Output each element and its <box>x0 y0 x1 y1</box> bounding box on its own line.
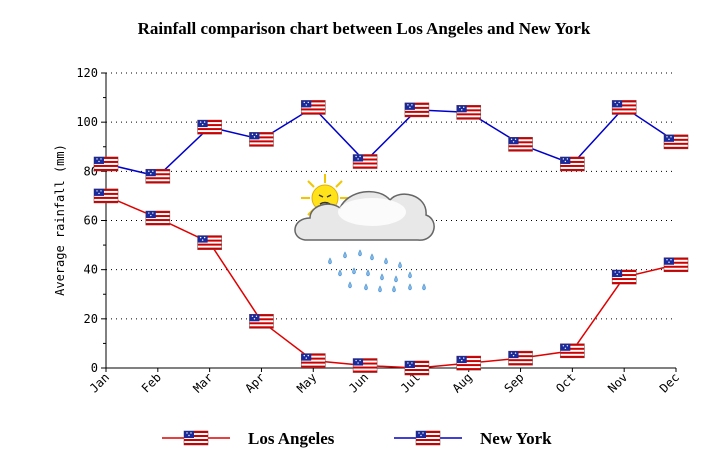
data-point-los-angeles <box>93 188 119 204</box>
rain-drop <box>370 253 374 261</box>
series-line-new-york <box>105 106 677 178</box>
data-point-new-york <box>248 131 274 147</box>
data-point-new-york <box>611 99 637 115</box>
x-tick-label: Apr <box>242 370 267 395</box>
data-point-los-angeles <box>508 350 534 366</box>
rain-drop <box>384 257 388 265</box>
data-point-new-york <box>197 119 223 135</box>
rain-drop <box>408 271 412 279</box>
x-tick-label: Jun <box>346 370 371 395</box>
legend-label-new-york: New York <box>480 429 552 448</box>
y-tick-label: 60 <box>84 214 98 228</box>
chart-series <box>93 99 689 376</box>
x-tick-label: Aug <box>450 370 475 395</box>
data-point-new-york <box>300 99 326 115</box>
data-point-los-angeles <box>611 269 637 285</box>
chart-grid <box>106 72 676 320</box>
data-point-los-angeles <box>300 353 326 369</box>
rain-drop <box>378 285 382 293</box>
rain-drop <box>328 257 332 265</box>
data-point-los-angeles <box>456 355 482 371</box>
data-point-new-york <box>456 104 482 120</box>
y-tick-label: 0 <box>91 361 98 375</box>
legend-marker-new-york <box>415 430 441 446</box>
rain-drop <box>366 269 370 277</box>
legend-label-los-angeles: Los Angeles <box>248 429 335 448</box>
x-tick-label: May <box>294 370 319 395</box>
data-point-new-york <box>559 156 585 172</box>
rain-drop <box>338 269 342 277</box>
rain-drop <box>343 251 347 259</box>
legend-marker-los-angeles <box>183 430 209 446</box>
rain-drop <box>408 283 412 291</box>
data-point-new-york <box>508 136 534 152</box>
data-point-new-york <box>93 156 119 172</box>
chart-legend: Los Angeles New York <box>162 429 552 448</box>
rain-drop <box>398 261 402 269</box>
data-point-los-angeles <box>197 235 223 251</box>
chart-title: Rainfall comparison chart between Los An… <box>138 19 591 38</box>
rain-drop <box>380 273 384 281</box>
data-point-new-york <box>404 102 430 118</box>
rain-drop <box>352 267 356 275</box>
rain-drop <box>394 275 398 283</box>
data-point-los-angeles <box>559 343 585 359</box>
rain-drop <box>358 249 362 257</box>
data-point-new-york <box>663 134 689 150</box>
y-tick-label: 120 <box>76 66 98 80</box>
data-point-los-angeles <box>352 358 378 374</box>
y-tick-label: 100 <box>76 115 98 129</box>
data-point-los-angeles <box>248 313 274 329</box>
x-tick-label: Sep <box>501 370 526 395</box>
y-axis-label: Average rainfall (mm) <box>53 144 67 296</box>
rain-drop <box>364 283 368 291</box>
data-point-los-angeles <box>145 210 171 226</box>
rain-drop <box>348 281 352 289</box>
x-tick-label: Mar <box>191 370 216 395</box>
x-tick-label: Nov <box>605 370 630 395</box>
x-tick-label: Feb <box>139 370 164 395</box>
y-tick-label: 20 <box>84 312 98 326</box>
rain-drop <box>392 285 396 293</box>
data-point-los-angeles <box>404 360 430 376</box>
y-tick-label: 40 <box>84 263 98 277</box>
data-point-los-angeles <box>663 257 689 273</box>
data-point-new-york <box>145 168 171 184</box>
data-point-new-york <box>352 154 378 169</box>
x-tick-label: Oct <box>553 370 578 395</box>
x-tick-label: Dec <box>657 370 682 395</box>
sun-cloud-rain-icon <box>294 174 435 293</box>
rain-drop <box>422 283 426 291</box>
